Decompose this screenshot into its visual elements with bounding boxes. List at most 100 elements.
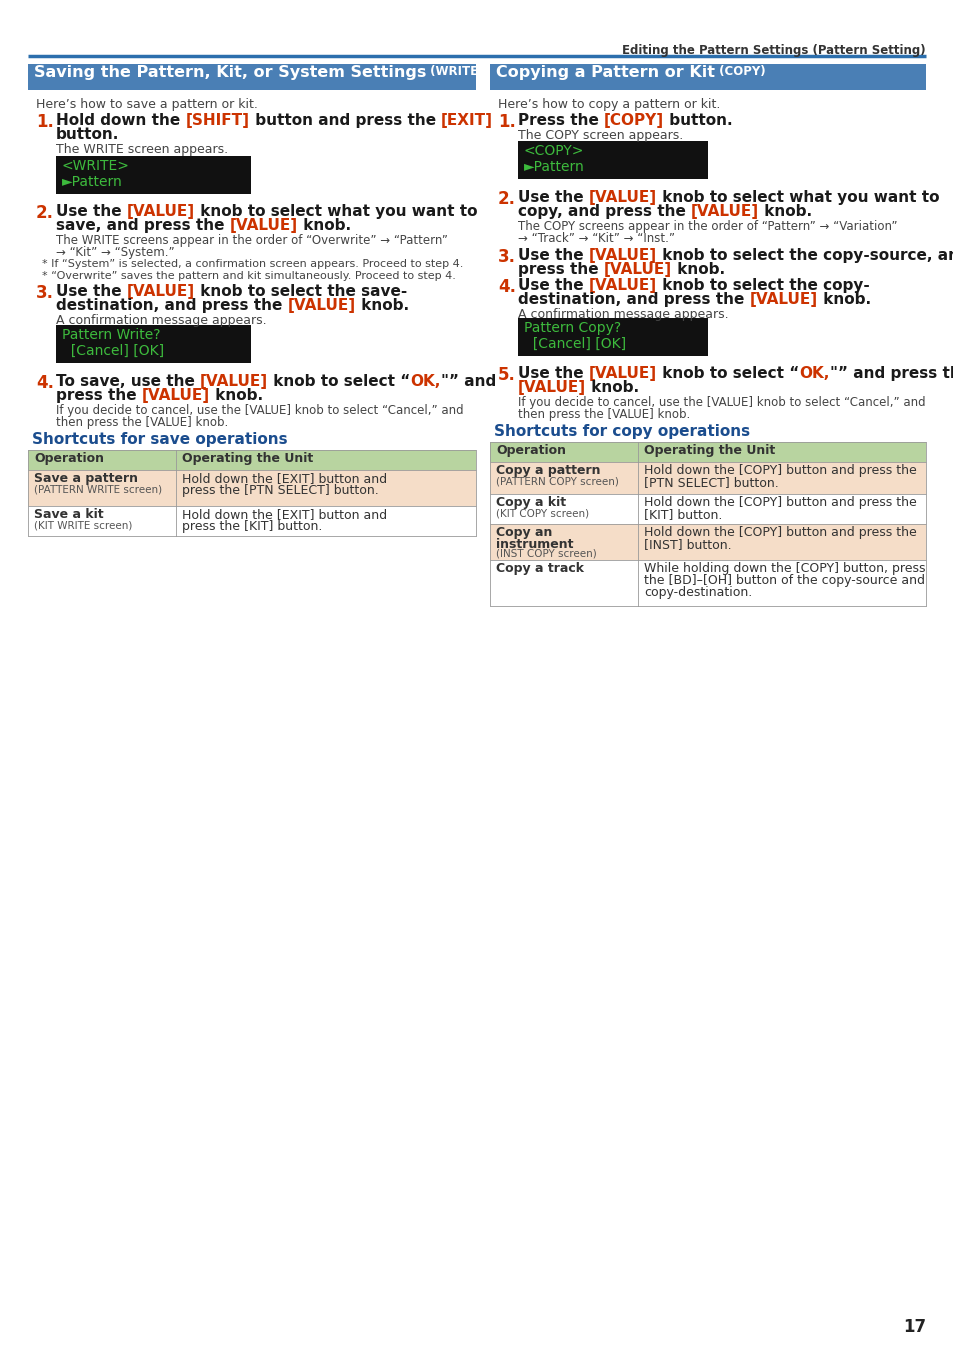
Text: * “Overwrite” saves the pattern and kit simultaneously. Proceed to step 4.: * “Overwrite” saves the pattern and kit …	[42, 271, 456, 281]
Text: [SHIFT]: [SHIFT]	[185, 113, 250, 128]
Text: "” and: "” and	[440, 374, 496, 389]
Text: knob.: knob.	[585, 379, 639, 396]
Text: [VALUE]: [VALUE]	[588, 190, 657, 205]
Text: knob.: knob.	[297, 217, 351, 234]
Text: Operating the Unit: Operating the Unit	[182, 452, 313, 464]
Text: press the: press the	[517, 262, 603, 277]
Text: button.: button.	[56, 127, 119, 142]
Text: (PATTERN WRITE screen): (PATTERN WRITE screen)	[34, 485, 162, 494]
Text: The COPY screens appear in the order of “Pattern” → “Variation”: The COPY screens appear in the order of …	[517, 220, 897, 234]
Text: To save, use the: To save, use the	[56, 374, 200, 389]
Text: Saving the Pattern, Kit, or System Settings: Saving the Pattern, Kit, or System Setti…	[34, 65, 426, 80]
Bar	[490, 494, 925, 524]
Text: destination, and press the: destination, and press the	[517, 292, 749, 306]
Text: Pattern Copy?: Pattern Copy?	[523, 321, 620, 335]
Text: press the [KIT] button.: press the [KIT] button.	[182, 520, 322, 533]
Text: 1.: 1.	[497, 113, 516, 131]
Text: "” and press the: "” and press the	[829, 366, 953, 381]
Text: 3.: 3.	[497, 248, 516, 266]
Text: [VALUE]: [VALUE]	[603, 262, 671, 277]
Text: OK,: OK,	[410, 374, 440, 389]
Text: Use the: Use the	[56, 284, 127, 298]
Text: 2.: 2.	[497, 190, 516, 208]
Text: knob.: knob.	[355, 298, 409, 313]
Text: then press the [VALUE] knob.: then press the [VALUE] knob.	[56, 416, 228, 429]
Text: [VALUE]: [VALUE]	[200, 374, 268, 389]
Text: 1.: 1.	[36, 113, 53, 131]
Text: → “Track” → “Kit” → “Inst.”: → “Track” → “Kit” → “Inst.”	[517, 232, 675, 244]
Text: A confirmation message appears.: A confirmation message appears.	[56, 315, 266, 327]
Text: Operation: Operation	[34, 452, 104, 464]
Text: button.: button.	[663, 113, 732, 128]
Text: [VALUE]: [VALUE]	[588, 366, 657, 381]
Text: [EXIT]: [EXIT]	[440, 113, 493, 128]
Text: Save a pattern: Save a pattern	[34, 472, 138, 485]
Text: Pattern Write?: Pattern Write?	[62, 328, 160, 342]
Text: [VALUE]: [VALUE]	[690, 204, 759, 219]
Text: → “Kit” → “System.”: → “Kit” → “System.”	[56, 246, 174, 259]
Text: Hold down the: Hold down the	[56, 113, 185, 128]
Text: The WRITE screen appears.: The WRITE screen appears.	[56, 143, 228, 157]
Text: Copy a kit: Copy a kit	[496, 495, 565, 509]
Text: 3.: 3.	[36, 284, 54, 302]
Bar	[28, 63, 476, 90]
Text: 17: 17	[902, 1318, 925, 1336]
Text: [VALUE]: [VALUE]	[230, 217, 297, 234]
Text: knob to select “: knob to select “	[268, 374, 410, 389]
Text: [VALUE]: [VALUE]	[588, 278, 657, 293]
Text: knob to select what you want to: knob to select what you want to	[194, 204, 477, 219]
Text: (KIT COPY screen): (KIT COPY screen)	[496, 508, 589, 518]
Text: knob to select the save-: knob to select the save-	[194, 284, 407, 298]
Text: Editing the Pattern Settings (Pattern Setting): Editing the Pattern Settings (Pattern Se…	[621, 45, 925, 57]
Text: If you decide to cancel, use the [VALUE] knob to select “Cancel,” and: If you decide to cancel, use the [VALUE]…	[517, 396, 924, 409]
Text: knob to select what you want to: knob to select what you want to	[657, 190, 939, 205]
Text: OK,: OK,	[799, 366, 829, 381]
Text: Here’s how to copy a pattern or kit.: Here’s how to copy a pattern or kit.	[497, 99, 720, 111]
Text: copy-destination.: copy-destination.	[643, 586, 752, 599]
Bar	[56, 325, 251, 363]
Text: ►Pattern: ►Pattern	[523, 161, 584, 174]
Text: [COPY]: [COPY]	[603, 113, 663, 128]
Text: [PTN SELECT] button.: [PTN SELECT] button.	[643, 477, 778, 489]
Text: <COPY>: <COPY>	[523, 144, 584, 158]
Text: [VALUE]: [VALUE]	[127, 284, 194, 298]
Bar	[490, 441, 925, 462]
Text: Use the: Use the	[517, 278, 588, 293]
Text: Press the: Press the	[517, 113, 603, 128]
Text: [VALUE]: [VALUE]	[517, 379, 585, 396]
Text: [INST] button.: [INST] button.	[643, 539, 731, 551]
Text: knob to select “: knob to select “	[657, 366, 799, 381]
Bar	[28, 470, 476, 506]
Text: Operation: Operation	[496, 444, 565, 458]
Text: * If “System” is selected, a confirmation screen appears. Proceed to step 4.: * If “System” is selected, a confirmatio…	[42, 259, 463, 269]
Text: Hold down the [COPY] button and press the: Hold down the [COPY] button and press th…	[643, 495, 916, 509]
Bar	[490, 560, 925, 606]
Text: copy, and press the: copy, and press the	[517, 204, 690, 219]
Bar	[490, 524, 925, 560]
Text: Copy an: Copy an	[496, 526, 552, 539]
Text: The WRITE screens appear in the order of “Overwrite” → “Pattern”: The WRITE screens appear in the order of…	[56, 234, 447, 247]
Bar	[28, 450, 476, 470]
Text: Copying a Pattern or Kit: Copying a Pattern or Kit	[496, 65, 714, 80]
Bar	[517, 140, 707, 180]
Text: Use the: Use the	[517, 190, 588, 205]
Bar	[490, 63, 925, 90]
Text: knob.: knob.	[817, 292, 870, 306]
Text: Copy a track: Copy a track	[496, 562, 583, 575]
Text: [Cancel] [OK]: [Cancel] [OK]	[523, 338, 625, 351]
Text: knob to select the copy-: knob to select the copy-	[657, 278, 869, 293]
Text: knob.: knob.	[210, 387, 263, 404]
Text: [VALUE]: [VALUE]	[749, 292, 817, 306]
Text: 5.: 5.	[497, 366, 516, 383]
Text: (COPY): (COPY)	[714, 65, 765, 78]
Text: Save a kit: Save a kit	[34, 508, 104, 521]
Text: Hold down the [EXIT] button and: Hold down the [EXIT] button and	[182, 472, 387, 485]
Text: Shortcuts for save operations: Shortcuts for save operations	[32, 432, 287, 447]
Text: <WRITE>: <WRITE>	[62, 159, 130, 173]
Text: Use the: Use the	[517, 248, 588, 263]
Text: ►Pattern: ►Pattern	[62, 176, 123, 189]
Text: Hold down the [EXIT] button and: Hold down the [EXIT] button and	[182, 508, 387, 521]
Bar	[28, 506, 476, 536]
Text: Hold down the [COPY] button and press the: Hold down the [COPY] button and press th…	[643, 464, 916, 477]
Text: destination, and press the: destination, and press the	[56, 298, 287, 313]
